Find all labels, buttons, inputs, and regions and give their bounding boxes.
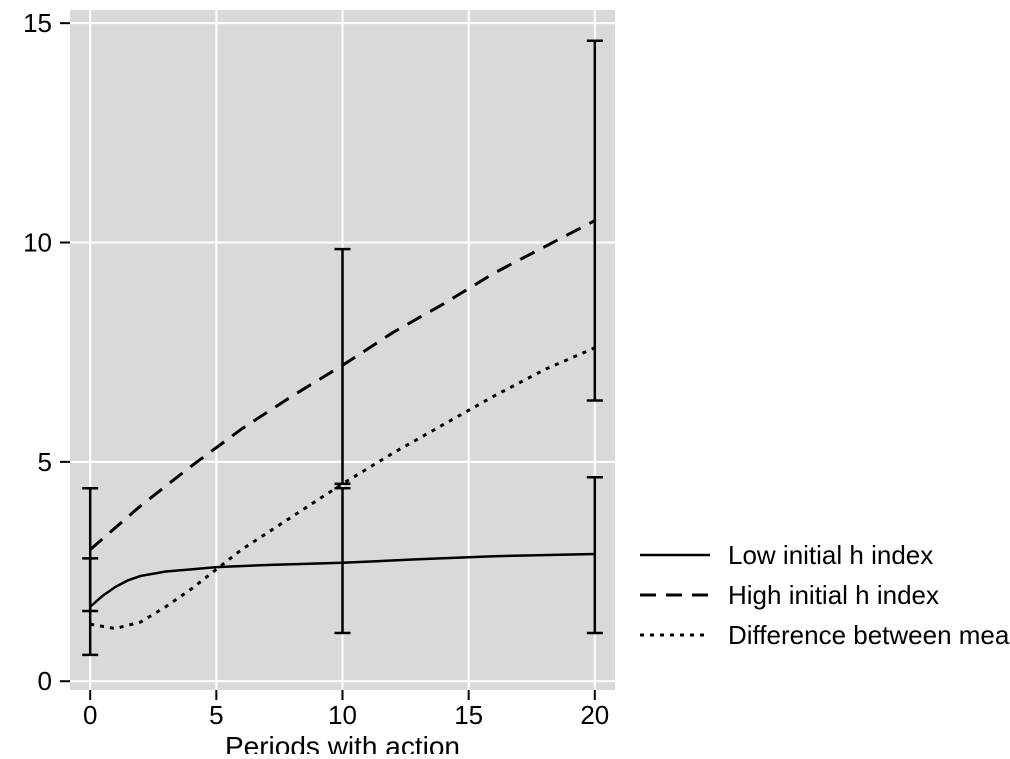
line-chart: 05101520051015Periods with actionLow ini…: [0, 0, 1010, 754]
y-tick-label: 5: [38, 447, 52, 477]
legend-label: Low initial h index: [728, 540, 933, 570]
y-tick-label: 10: [23, 228, 52, 258]
x-axis-label: Periods with action: [225, 731, 460, 754]
chart-container: 05101520051015Periods with actionLow ini…: [0, 0, 1010, 759]
x-tick-label: 15: [454, 700, 483, 730]
x-tick-label: 10: [328, 700, 357, 730]
legend-label: High initial h index: [728, 580, 939, 610]
y-tick-label: 0: [38, 666, 52, 696]
y-tick-label: 15: [23, 8, 52, 38]
legend-label: Difference between mean hα values: [728, 620, 1010, 653]
x-tick-label: 5: [209, 700, 223, 730]
x-tick-label: 0: [83, 700, 97, 730]
x-tick-label: 20: [580, 700, 609, 730]
